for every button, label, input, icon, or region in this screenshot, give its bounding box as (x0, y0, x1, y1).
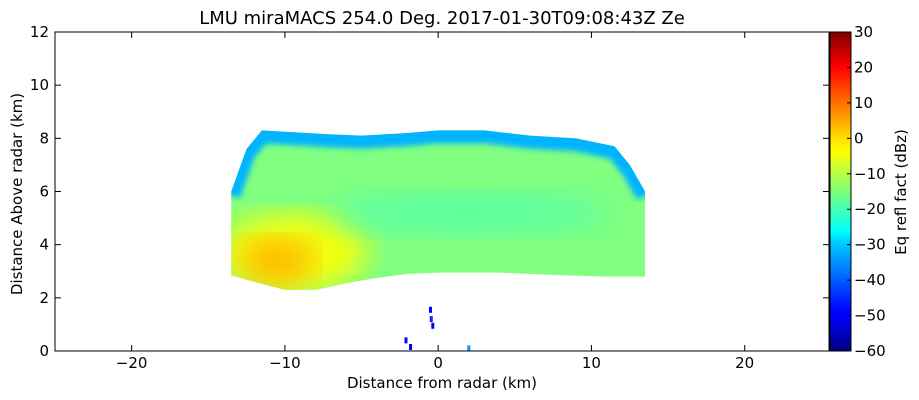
colorbar-tick-label-2: 10 (854, 94, 873, 112)
y-tick-label-2: 4 (39, 236, 49, 254)
colorbar: 30 20 10 0 −10 −20 −30 −40 −50 −60 (829, 23, 886, 360)
colorbar-label: Eq refl fact (dBz) (892, 129, 910, 255)
clutter-point-4 (409, 344, 413, 351)
x-tick-label-3: 10 (582, 354, 601, 372)
y-tick-label-1: 2 (39, 289, 49, 307)
clutter-point-1 (429, 316, 433, 323)
x-tick-label-4: 20 (735, 354, 754, 372)
clutter-point-2 (431, 322, 435, 329)
echo-detail (231, 130, 646, 290)
y-tick-label-3: 6 (39, 183, 49, 201)
chart-title: LMU miraMACS 254.0 Deg. 2017-01-30T09:08… (199, 8, 685, 29)
x-tick-label-2: 0 (433, 354, 443, 372)
colorbar-tick-label-4: −10 (854, 165, 886, 183)
y-tick-label-0: 0 (39, 342, 49, 360)
plot-area: −20 −10 0 10 20 0 2 4 6 8 10 12 (30, 23, 830, 372)
clutter-point-0 (429, 306, 433, 313)
x-tick-label-1: −10 (269, 354, 301, 372)
echo-core (239, 236, 316, 285)
echo-band (328, 190, 609, 235)
colorbar-tick-label-0: 30 (854, 23, 873, 41)
colorbar-tick-label-1: 20 (854, 58, 873, 76)
clutter-point-3 (404, 337, 408, 344)
y-axis-label: Distance Above radar (km) (8, 93, 26, 295)
colorbar-tick-label-8: −50 (854, 307, 886, 325)
y-tick-label-5: 10 (30, 76, 49, 94)
clutter-point-5 (467, 345, 471, 352)
colorbar-gradient (829, 31, 852, 352)
colorbar-tick-label-3: 0 (854, 129, 864, 147)
colorbar-tick-label-5: −20 (854, 200, 886, 218)
echo-upper-edge (231, 130, 646, 200)
y-tick-label-4: 8 (39, 129, 49, 147)
x-axis-label: Distance from radar (km) (347, 374, 537, 392)
colorbar-tick-label-6: −30 (854, 236, 886, 254)
x-tick-label-0: −20 (116, 354, 148, 372)
colorbar-tick-label-7: −40 (854, 271, 886, 289)
colorbar-tick-label-9: −60 (854, 342, 886, 360)
y-tick-label-6: 12 (30, 23, 49, 41)
